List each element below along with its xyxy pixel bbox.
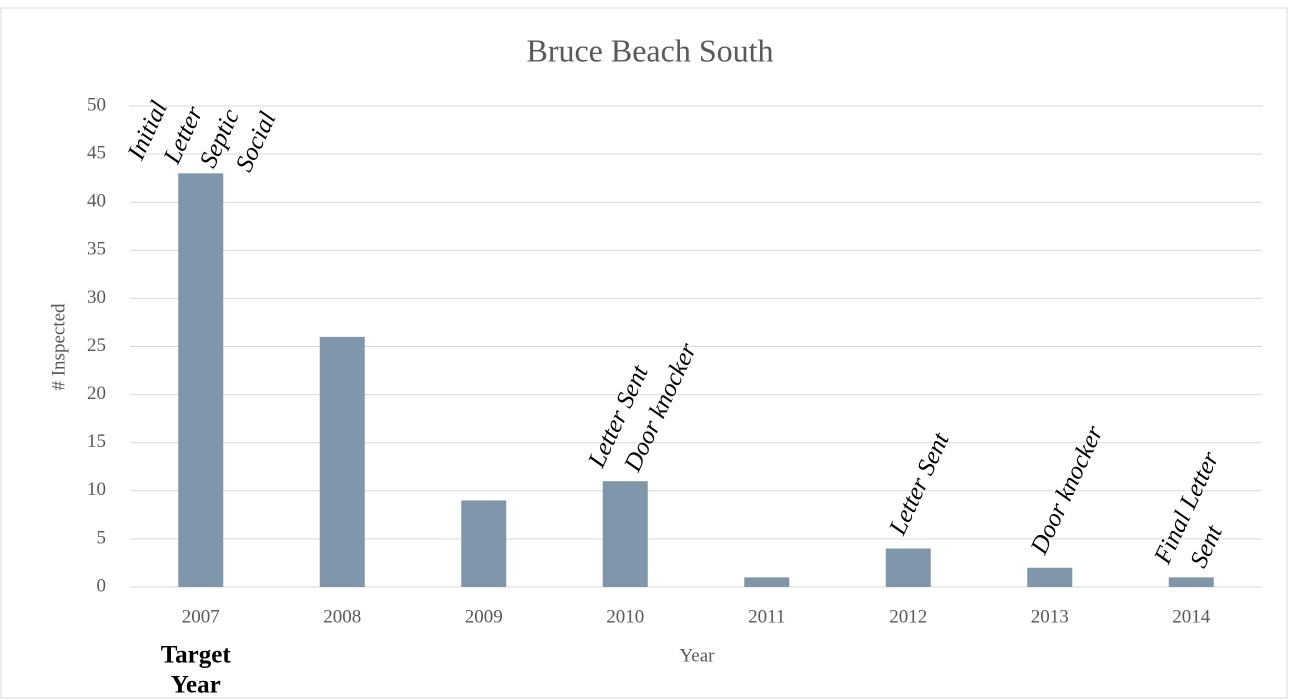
x-tick-label: 2009 <box>465 606 503 627</box>
bar <box>319 336 365 587</box>
x-tick-label: 2010 <box>606 606 644 627</box>
x-tick-label: 2012 <box>889 606 927 627</box>
note: Target <box>161 642 232 669</box>
x-tick-label: 2008 <box>323 606 361 627</box>
y-tick-label: 50 <box>87 94 106 115</box>
x-tick-label: 2014 <box>1172 606 1211 627</box>
bar <box>178 173 224 587</box>
y-tick-label: 45 <box>87 142 106 163</box>
y-tick-label: 5 <box>97 527 107 548</box>
y-tick-label: 10 <box>87 479 106 500</box>
bar <box>885 548 931 587</box>
y-tick-label: 25 <box>87 335 106 356</box>
y-tick-label: 30 <box>87 287 106 308</box>
bar <box>602 481 648 587</box>
y-tick-label: 15 <box>87 431 106 452</box>
note: Year <box>171 672 221 699</box>
bar <box>744 577 790 587</box>
y-tick-label: 35 <box>87 239 106 260</box>
bar <box>461 500 507 587</box>
x-tick-label: 2013 <box>1031 606 1069 627</box>
bar <box>1027 567 1073 587</box>
chart-title: Bruce Beach South <box>526 32 773 68</box>
y-axis-label: # Inspected <box>48 303 69 391</box>
y-tick-label: 0 <box>97 575 107 596</box>
bar <box>1168 577 1214 587</box>
x-tick-label: 2011 <box>748 606 785 627</box>
x-axis-label: Year <box>679 645 715 666</box>
y-tick-label: 20 <box>87 383 106 404</box>
y-tick-label: 40 <box>87 191 106 212</box>
x-tick-label: 2007 <box>182 606 220 627</box>
